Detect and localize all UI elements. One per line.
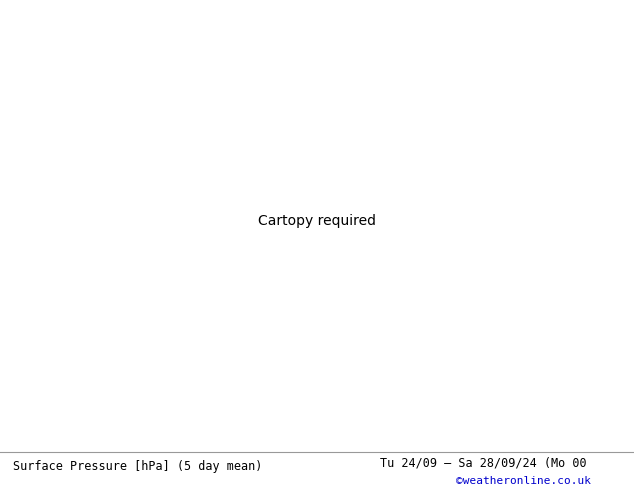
Text: Tu 24/09 – Sa 28/09/24 (Mo 00: Tu 24/09 – Sa 28/09/24 (Mo 00 [380,457,587,470]
Text: ©weatheronline.co.uk: ©weatheronline.co.uk [456,476,592,487]
Text: Surface Pressure [hPa] (5 day mean): Surface Pressure [hPa] (5 day mean) [13,460,262,473]
Text: Cartopy required: Cartopy required [258,215,376,228]
